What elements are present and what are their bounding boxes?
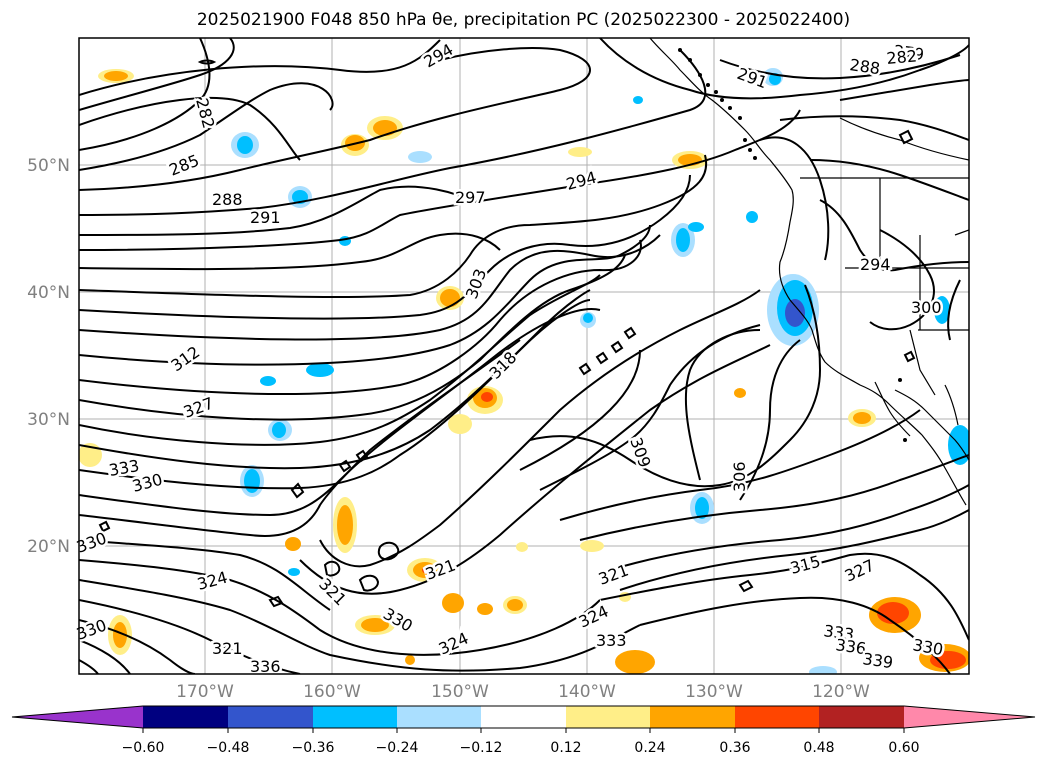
- lat-label-30n: 30°N: [27, 410, 70, 430]
- map-title: 2025021900 F048 850 hPa θe, precipitatio…: [196, 10, 851, 30]
- colorbar-bin: [143, 706, 228, 728]
- lon-label-170w: 170°W: [176, 682, 234, 702]
- colorbar-bin: [481, 706, 566, 728]
- colorbar-tick-label: 0.48: [803, 740, 834, 756]
- colorbar-bin: [397, 706, 481, 728]
- lon-label-130w: 130°W: [685, 682, 743, 702]
- contour-label: 306: [730, 461, 749, 492]
- map-area: [79, 38, 969, 674]
- colorbar-extend-high: [904, 706, 1035, 728]
- contour-label: 300: [911, 298, 942, 317]
- contour-label: 291: [250, 208, 281, 227]
- contour-label: 294: [860, 255, 891, 274]
- contour-label: 282: [886, 46, 918, 68]
- lat-label-40n: 40°N: [27, 283, 70, 303]
- colorbar-extend-low: [12, 706, 143, 728]
- map-frame: [78, 37, 970, 675]
- colorbar-tick-label: −0.48: [207, 740, 250, 756]
- theta-e-contours: [79, 38, 969, 674]
- colorbar-tick-label: 0.12: [550, 740, 581, 756]
- colorbar-bin: [228, 706, 313, 728]
- colorbar-tick-label: −0.24: [376, 740, 419, 756]
- colorbar-tick-label: 0.24: [634, 740, 665, 756]
- contour-label: 336: [250, 657, 281, 676]
- lat-label-20n: 20°N: [27, 537, 70, 557]
- colorbar-bin: [566, 706, 650, 728]
- latitude-labels: 50°N 40°N 30°N 20°N: [27, 156, 70, 557]
- colorbar-tick-label: 0.36: [719, 740, 750, 756]
- colorbar-bin: [650, 706, 735, 728]
- lon-label-140w: 140°W: [558, 682, 616, 702]
- colorbar-tick-label: −0.12: [460, 740, 503, 756]
- precip-positive-blobs: [79, 69, 969, 674]
- colorbar-ticks: [142, 728, 905, 733]
- colorbar-tick-label: −0.36: [292, 740, 335, 756]
- colorbar: −0.60 −0.48 −0.36 −0.24 −0.12 0.12 0.24 …: [11, 705, 1036, 756]
- contour-label: 288: [212, 190, 243, 209]
- lon-label-160w: 160°W: [303, 682, 361, 702]
- colorbar-bin: [313, 706, 397, 728]
- contour-label: 321: [212, 639, 243, 658]
- colorbar-bin: [819, 706, 904, 728]
- colorbar-tick-label: −0.60: [122, 740, 165, 756]
- contour-label: 297: [455, 188, 486, 207]
- longitude-labels: 170°W 160°W 150°W 140°W 130°W 120°W: [176, 682, 870, 702]
- coastlines: [649, 38, 969, 506]
- colorbar-tick-label: 0.60: [888, 740, 919, 756]
- islands: [678, 48, 907, 442]
- contour-fragments: [98, 59, 916, 608]
- contour-label: 333: [596, 631, 627, 650]
- lat-label-50n: 50°N: [27, 156, 70, 176]
- lon-label-120w: 120°W: [812, 682, 870, 702]
- lon-label-150w: 150°W: [431, 682, 489, 702]
- colorbar-bin: [735, 706, 819, 728]
